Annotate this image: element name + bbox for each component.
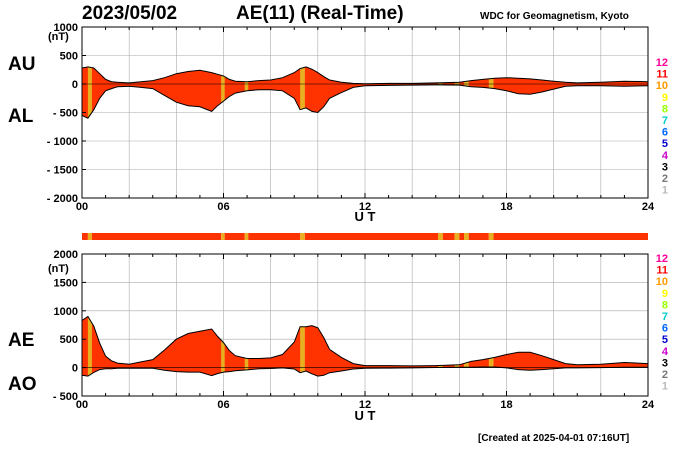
y-tick-label: 500 bbox=[60, 334, 78, 346]
station-bar-segment bbox=[244, 233, 249, 240]
legend-item: 6 bbox=[662, 127, 668, 139]
legend-item: 1 bbox=[662, 381, 668, 393]
station-bar-segment bbox=[248, 233, 301, 240]
y-tick-label: - 500 bbox=[53, 108, 78, 120]
y-tick-label: 500 bbox=[60, 51, 78, 63]
legend-item: 5 bbox=[662, 334, 668, 346]
legend-item: 7 bbox=[662, 311, 668, 323]
legend-item: 7 bbox=[662, 115, 668, 127]
station-bar-segment bbox=[221, 233, 225, 240]
station-bar-segment bbox=[224, 233, 245, 240]
station-bar-segment bbox=[87, 233, 92, 240]
x-tick-label: 12 bbox=[359, 201, 371, 213]
station-bar-segment bbox=[464, 233, 469, 240]
legend-item: 4 bbox=[662, 150, 669, 162]
au-al-ylabel: (nT) bbox=[48, 31, 69, 43]
legend-item: 3 bbox=[662, 357, 668, 369]
station-bar-segment bbox=[438, 233, 443, 240]
station-bar-segment bbox=[442, 233, 455, 240]
series-line-ao bbox=[81, 366, 648, 377]
series-line-ae bbox=[81, 315, 649, 367]
y-tick-label: 2000 bbox=[54, 249, 78, 261]
legend-item: 10 bbox=[656, 80, 668, 92]
ae-ao-xlabel: U T bbox=[355, 408, 376, 423]
y-tick-label: 1000 bbox=[54, 306, 78, 318]
ao-label: AO bbox=[8, 374, 37, 395]
x-tick-label: 24 bbox=[642, 399, 655, 411]
legend-item: 4 bbox=[662, 346, 669, 358]
ae-label: AE bbox=[8, 330, 34, 351]
station-bar-segment bbox=[304, 233, 439, 240]
y-tick-label: 1500 bbox=[54, 277, 78, 289]
au-label: AU bbox=[8, 54, 35, 75]
station-bar-segment bbox=[454, 233, 460, 240]
station-band bbox=[454, 316, 460, 377]
au-al-grid bbox=[82, 26, 648, 199]
legend-item: 6 bbox=[662, 323, 668, 335]
x-tick-label: 06 bbox=[217, 201, 229, 213]
legend-item: 5 bbox=[662, 138, 668, 150]
legend-item: 1 bbox=[662, 185, 668, 197]
station-band bbox=[87, 66, 92, 119]
station-band bbox=[87, 316, 92, 377]
x-tick-label: 24 bbox=[642, 201, 655, 213]
station-bar-segment bbox=[459, 233, 465, 240]
created-timestamp: [Created at 2025-04-01 07:16UT] bbox=[478, 433, 630, 444]
x-tick-label: 06 bbox=[217, 399, 229, 411]
y-tick-label: 1000 bbox=[54, 22, 78, 34]
station-bar-segment bbox=[493, 233, 648, 240]
legend-item: 12 bbox=[656, 57, 668, 69]
legend-item: 9 bbox=[662, 288, 668, 300]
series-line-au bbox=[81, 66, 649, 85]
station-band bbox=[221, 66, 225, 119]
station-band bbox=[488, 316, 494, 377]
legend-item: 11 bbox=[656, 265, 668, 277]
chart-title: AE(11) (Real-Time) bbox=[236, 3, 404, 24]
x-tick-label: 12 bbox=[359, 399, 371, 411]
ae-ao-ylabel: (nT) bbox=[48, 263, 69, 275]
station-bar-segment bbox=[300, 233, 305, 240]
station-band bbox=[464, 316, 469, 377]
station-band bbox=[438, 316, 443, 377]
au-al-xlabel: U T bbox=[355, 209, 376, 224]
x-tick-label: 00 bbox=[76, 399, 88, 411]
legend-item: 12 bbox=[656, 253, 668, 265]
station-band bbox=[221, 316, 225, 377]
x-tick-label: 00 bbox=[76, 201, 88, 213]
y-tick-label: - 1000 bbox=[47, 136, 78, 148]
y-tick-label: - 2000 bbox=[47, 193, 78, 205]
legend-item: 11 bbox=[656, 69, 668, 81]
station-band bbox=[300, 66, 305, 119]
legend-item: 8 bbox=[662, 103, 668, 115]
legend-item: 3 bbox=[662, 161, 668, 173]
y-tick-label: - 500 bbox=[53, 391, 78, 403]
legend-item: 8 bbox=[662, 299, 668, 311]
y-tick-label: 0 bbox=[72, 79, 78, 91]
ae-ao-grid bbox=[82, 253, 648, 397]
chart-date: 2023/05/02 bbox=[82, 3, 178, 24]
legend-item: 2 bbox=[662, 369, 668, 381]
station-bar-segment bbox=[488, 233, 494, 240]
station-bar-segment bbox=[468, 233, 489, 240]
legend-item: 9 bbox=[662, 92, 668, 104]
data-source-label: WDC for Geomagnetism, Kyoto bbox=[480, 11, 629, 22]
station-bar-segment bbox=[91, 233, 222, 240]
y-tick-label: - 1500 bbox=[47, 165, 78, 177]
station-bar-segment bbox=[82, 233, 88, 240]
x-tick-label: 18 bbox=[500, 399, 512, 411]
al-label: AL bbox=[8, 106, 34, 127]
x-tick-label: 18 bbox=[500, 201, 512, 213]
y-tick-label: 0 bbox=[72, 363, 78, 375]
legend-item: 2 bbox=[662, 173, 668, 185]
station-band bbox=[300, 316, 305, 377]
station-count-bar bbox=[82, 233, 648, 240]
station-band bbox=[244, 316, 249, 377]
legend-item: 10 bbox=[656, 276, 668, 288]
series-line-al bbox=[81, 84, 649, 119]
